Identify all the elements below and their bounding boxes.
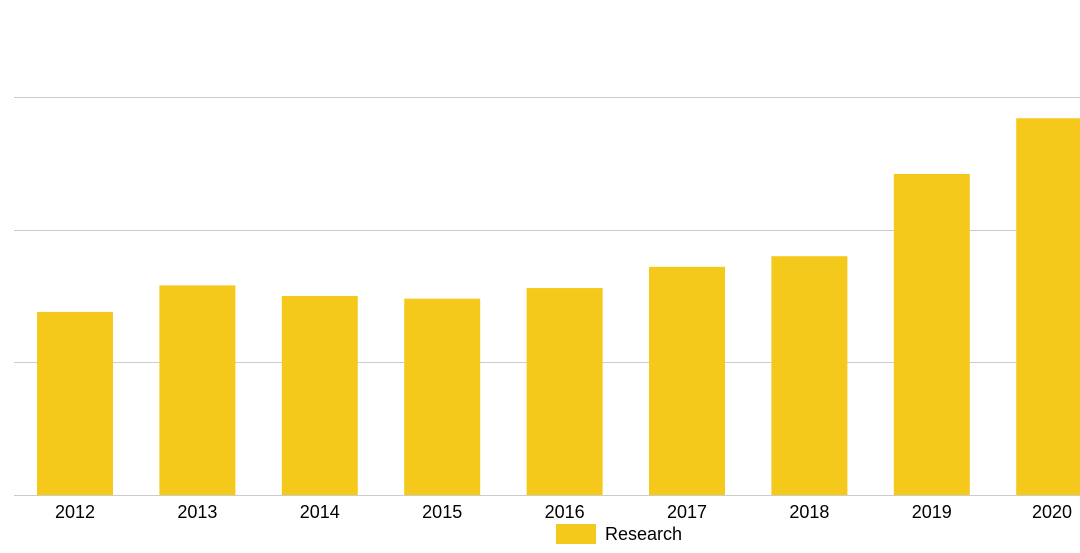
bar-2012 [37, 311, 113, 495]
bar-2013 [159, 285, 236, 495]
x-tick-label: 2020 [1032, 502, 1072, 522]
x-tick-label: 2015 [422, 502, 462, 522]
bar-2020 [1016, 118, 1080, 495]
bar-2018 [771, 256, 848, 495]
legend: Research [556, 522, 682, 546]
x-tick-label: 2016 [545, 502, 585, 522]
bar-2016 [526, 288, 603, 495]
legend-label-research: Research [605, 523, 683, 544]
x-tick-label: 2014 [300, 502, 340, 522]
bar-2017 [649, 266, 725, 495]
legend-swatch-research [556, 524, 596, 544]
bars [37, 118, 1080, 496]
x-tick-label: 2012 [55, 502, 95, 522]
x-tick-label: 2019 [912, 502, 952, 522]
bar-2014 [281, 296, 358, 495]
bar-2015 [404, 298, 481, 495]
x-axis-tick-labels: 2012 2013 2014 2015 2016 2017 2018 2019 2020 [55, 502, 1072, 522]
x-tick-label: 2018 [789, 502, 829, 522]
x-tick-label: 2013 [177, 502, 217, 522]
x-tick-label: 2017 [667, 502, 707, 522]
bar-2019 [893, 173, 970, 496]
